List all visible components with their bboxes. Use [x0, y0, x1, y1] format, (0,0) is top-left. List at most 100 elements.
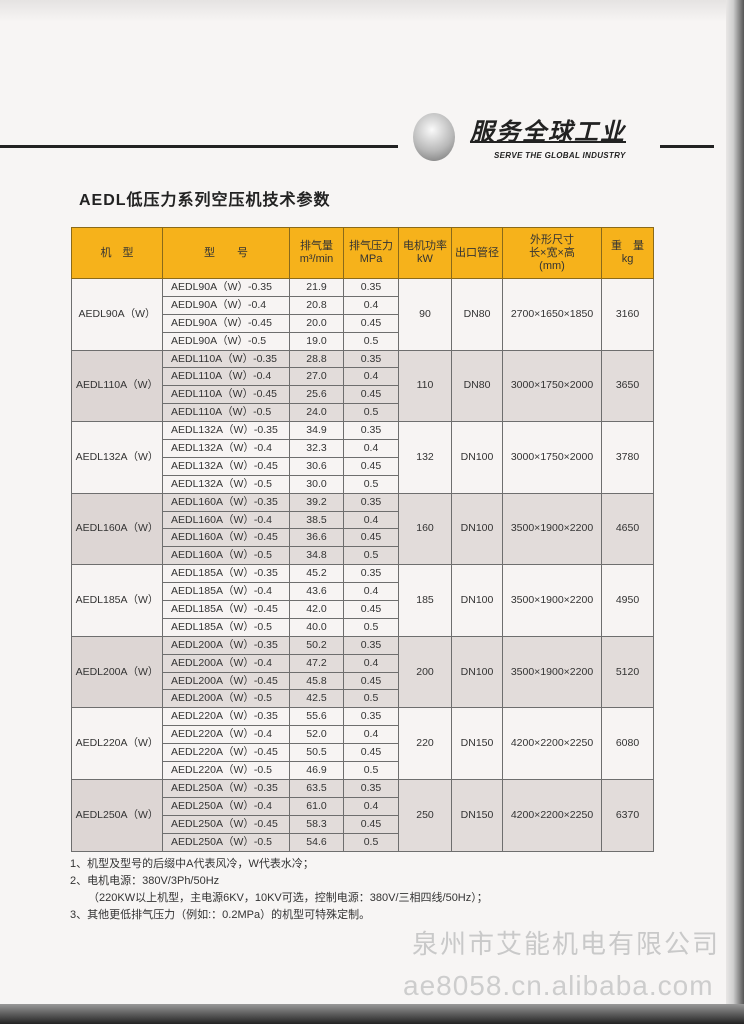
dimensions-cell: 3500×1900×2200 — [502, 564, 602, 637]
air-delivery-cell: 24.0 — [289, 403, 344, 423]
column-header: 排气压力 MPa — [343, 227, 399, 279]
air-delivery-cell: 63.5 — [289, 778, 344, 798]
motor-power-cell: 90 — [398, 278, 452, 351]
page-top-shadow — [0, 0, 744, 22]
air-delivery-cell: 54.6 — [289, 832, 344, 852]
pressure-cell: 0.45 — [343, 456, 399, 476]
model-number-cell: AEDL160A（W）-0.45 — [162, 528, 290, 548]
pressure-cell: 0.5 — [343, 331, 399, 351]
table-row: AEDL132A（W）-0.5 30.0 0.5 — [72, 474, 654, 494]
watermark-company: 泉州市艾能机电有限公司 — [412, 929, 721, 959]
column-header: 电机功率 kW — [398, 227, 452, 279]
machine-type-cell: AEDL110A（W） — [71, 349, 163, 423]
pressure-cell: 0.4 — [343, 439, 399, 458]
pressure-cell: 0.45 — [343, 313, 399, 333]
motor-power-cell: 110 — [398, 349, 452, 423]
table-row: AEDL185A（W）-0.45 42.0 0.45 — [72, 600, 654, 619]
note-1: 1、机型及型号的后缀中A代表风冷，W代表水冷； — [70, 858, 314, 870]
dimensions-cell: 3500×1900×2200 — [502, 635, 602, 709]
table-row: AEDL185A（W） AEDL185A（W）-0.35 45.2 0.35 185 DN… — [71, 564, 654, 637]
table-row: AEDL250A（W） AEDL250A（W）-0.35 63.5 0.35 250 DN… — [71, 778, 654, 852]
outlet-cell: DN100 — [451, 492, 503, 566]
weight-cell: 3650 — [601, 349, 654, 423]
machine-type-cell: AEDL160A（W） — [71, 492, 163, 566]
table-row: AEDL200A（W） AEDL200A（W）-0.35 50.2 0.35 200 DN… — [71, 635, 654, 709]
dimensions-cell: 3000×1750×2000 — [502, 349, 602, 423]
table-row: AEDL110A（W）-0.45 25.6 0.45 — [72, 385, 654, 405]
model-number-cell: AEDL200A（W）-0.4 — [162, 653, 290, 673]
model-number-cell: AEDL220A（W）-0.5 — [162, 761, 290, 780]
table-row: AEDL90A（W）-0.45 20.0 0.45 — [72, 313, 654, 333]
table-row: AEDL90A（W）-0.4 20.8 0.4 — [72, 295, 654, 315]
air-delivery-cell: 46.9 — [289, 761, 344, 780]
air-delivery-cell: 40.0 — [289, 617, 344, 637]
motor-power-cell: 132 — [398, 421, 452, 494]
air-delivery-cell: 55.6 — [289, 707, 344, 727]
pressure-cell: 0.35 — [343, 707, 399, 727]
model-number-cell: AEDL110A（W）-0.45 — [162, 385, 290, 405]
column-header: 重 量 kg — [601, 227, 654, 279]
dimensions-cell: 2700×1650×1850 — [502, 278, 602, 351]
air-delivery-cell: 20.0 — [289, 313, 344, 333]
weight-cell: 3780 — [601, 421, 654, 494]
note-2-detail: （220KW以上机型，主电源6KV，10KV可选，控制电源：380V/三相四线/… — [88, 892, 488, 904]
model-number-cell: AEDL250A（W）-0.4 — [162, 796, 290, 816]
weight-cell: 6080 — [601, 707, 654, 780]
air-delivery-cell: 43.6 — [289, 582, 344, 602]
pressure-cell: 0.5 — [343, 832, 399, 852]
machine-type-cell: AEDL200A（W） — [71, 635, 163, 709]
table-row: AEDL160A（W）-0.4 38.5 0.4 — [72, 510, 654, 530]
outlet-cell: DN100 — [451, 635, 503, 709]
pressure-cell: 0.35 — [343, 564, 399, 584]
table-row: AEDL110A（W）-0.5 24.0 0.5 — [72, 403, 654, 423]
air-delivery-cell: 42.5 — [289, 689, 344, 709]
air-delivery-cell: 25.6 — [289, 385, 344, 405]
model-number-cell: AEDL220A（W）-0.45 — [162, 743, 290, 763]
table-row: AEDL110A（W）-0.4 27.0 0.4 — [72, 367, 654, 387]
table-row: AEDL160A（W）-0.45 36.6 0.45 — [72, 528, 654, 548]
model-number-cell: AEDL110A（W）-0.4 — [162, 367, 290, 387]
pressure-cell: 0.35 — [343, 421, 399, 441]
model-number-cell: AEDL185A（W）-0.5 — [162, 617, 290, 637]
air-delivery-cell: 28.8 — [289, 349, 344, 369]
model-number-cell: AEDL200A（W）-0.5 — [162, 689, 290, 709]
pressure-cell: 0.45 — [343, 814, 399, 834]
air-delivery-cell: 45.2 — [289, 564, 344, 584]
machine-type-cell: AEDL220A（W） — [71, 707, 163, 780]
pressure-cell: 0.4 — [343, 582, 399, 602]
model-number-cell: AEDL160A（W）-0.5 — [162, 546, 290, 566]
column-header: 型 号 — [162, 227, 290, 279]
machine-type-cell: AEDL90A（W） — [71, 278, 163, 351]
pressure-cell: 0.4 — [343, 295, 399, 315]
model-number-cell: AEDL200A（W）-0.35 — [162, 635, 290, 655]
pressure-cell: 0.45 — [343, 600, 399, 619]
outlet-cell: DN80 — [451, 349, 503, 423]
model-number-cell: AEDL160A（W）-0.35 — [162, 492, 290, 512]
notes: 1、机型及型号的后缀中A代表风冷，W代表水冷； 2、电机电源：380V/3Ph/… — [70, 856, 488, 924]
model-number-cell: AEDL90A（W）-0.35 — [162, 278, 290, 297]
weight-cell: 5120 — [601, 635, 654, 709]
slogan-english: SERVE THE GLOBAL INDUSTRY — [494, 151, 626, 160]
pressure-cell: 0.35 — [343, 278, 399, 297]
model-number-cell: AEDL110A（W）-0.35 — [162, 349, 290, 369]
globe-logo-icon — [413, 113, 455, 161]
air-delivery-cell: 36.6 — [289, 528, 344, 548]
dimensions-cell: 3000×1750×2000 — [502, 421, 602, 494]
table-row: AEDL220A（W）-0.45 50.5 0.45 — [72, 743, 654, 763]
table-row: AEDL185A（W）-0.4 43.6 0.4 — [72, 582, 654, 602]
air-delivery-cell: 52.0 — [289, 725, 344, 745]
table-row: AEDL185A（W）-0.5 40.0 0.5 — [72, 617, 654, 637]
dimensions-cell: 3500×1900×2200 — [502, 492, 602, 566]
outlet-cell: DN100 — [451, 421, 503, 494]
pressure-cell: 0.4 — [343, 367, 399, 387]
model-number-cell: AEDL185A（W）-0.35 — [162, 564, 290, 584]
model-number-cell: AEDL220A（W）-0.4 — [162, 725, 290, 745]
pressure-cell: 0.4 — [343, 796, 399, 816]
machine-type-cell: AEDL185A（W） — [71, 564, 163, 637]
air-delivery-cell: 34.9 — [289, 421, 344, 441]
table-row: AEDL90A（W） AEDL90A（W）-0.35 21.9 0.35 90 DN80 2… — [71, 278, 654, 351]
air-delivery-cell: 19.0 — [289, 331, 344, 351]
outlet-cell: DN100 — [451, 564, 503, 637]
pressure-cell: 0.5 — [343, 546, 399, 566]
model-number-cell: AEDL220A（W）-0.35 — [162, 707, 290, 727]
